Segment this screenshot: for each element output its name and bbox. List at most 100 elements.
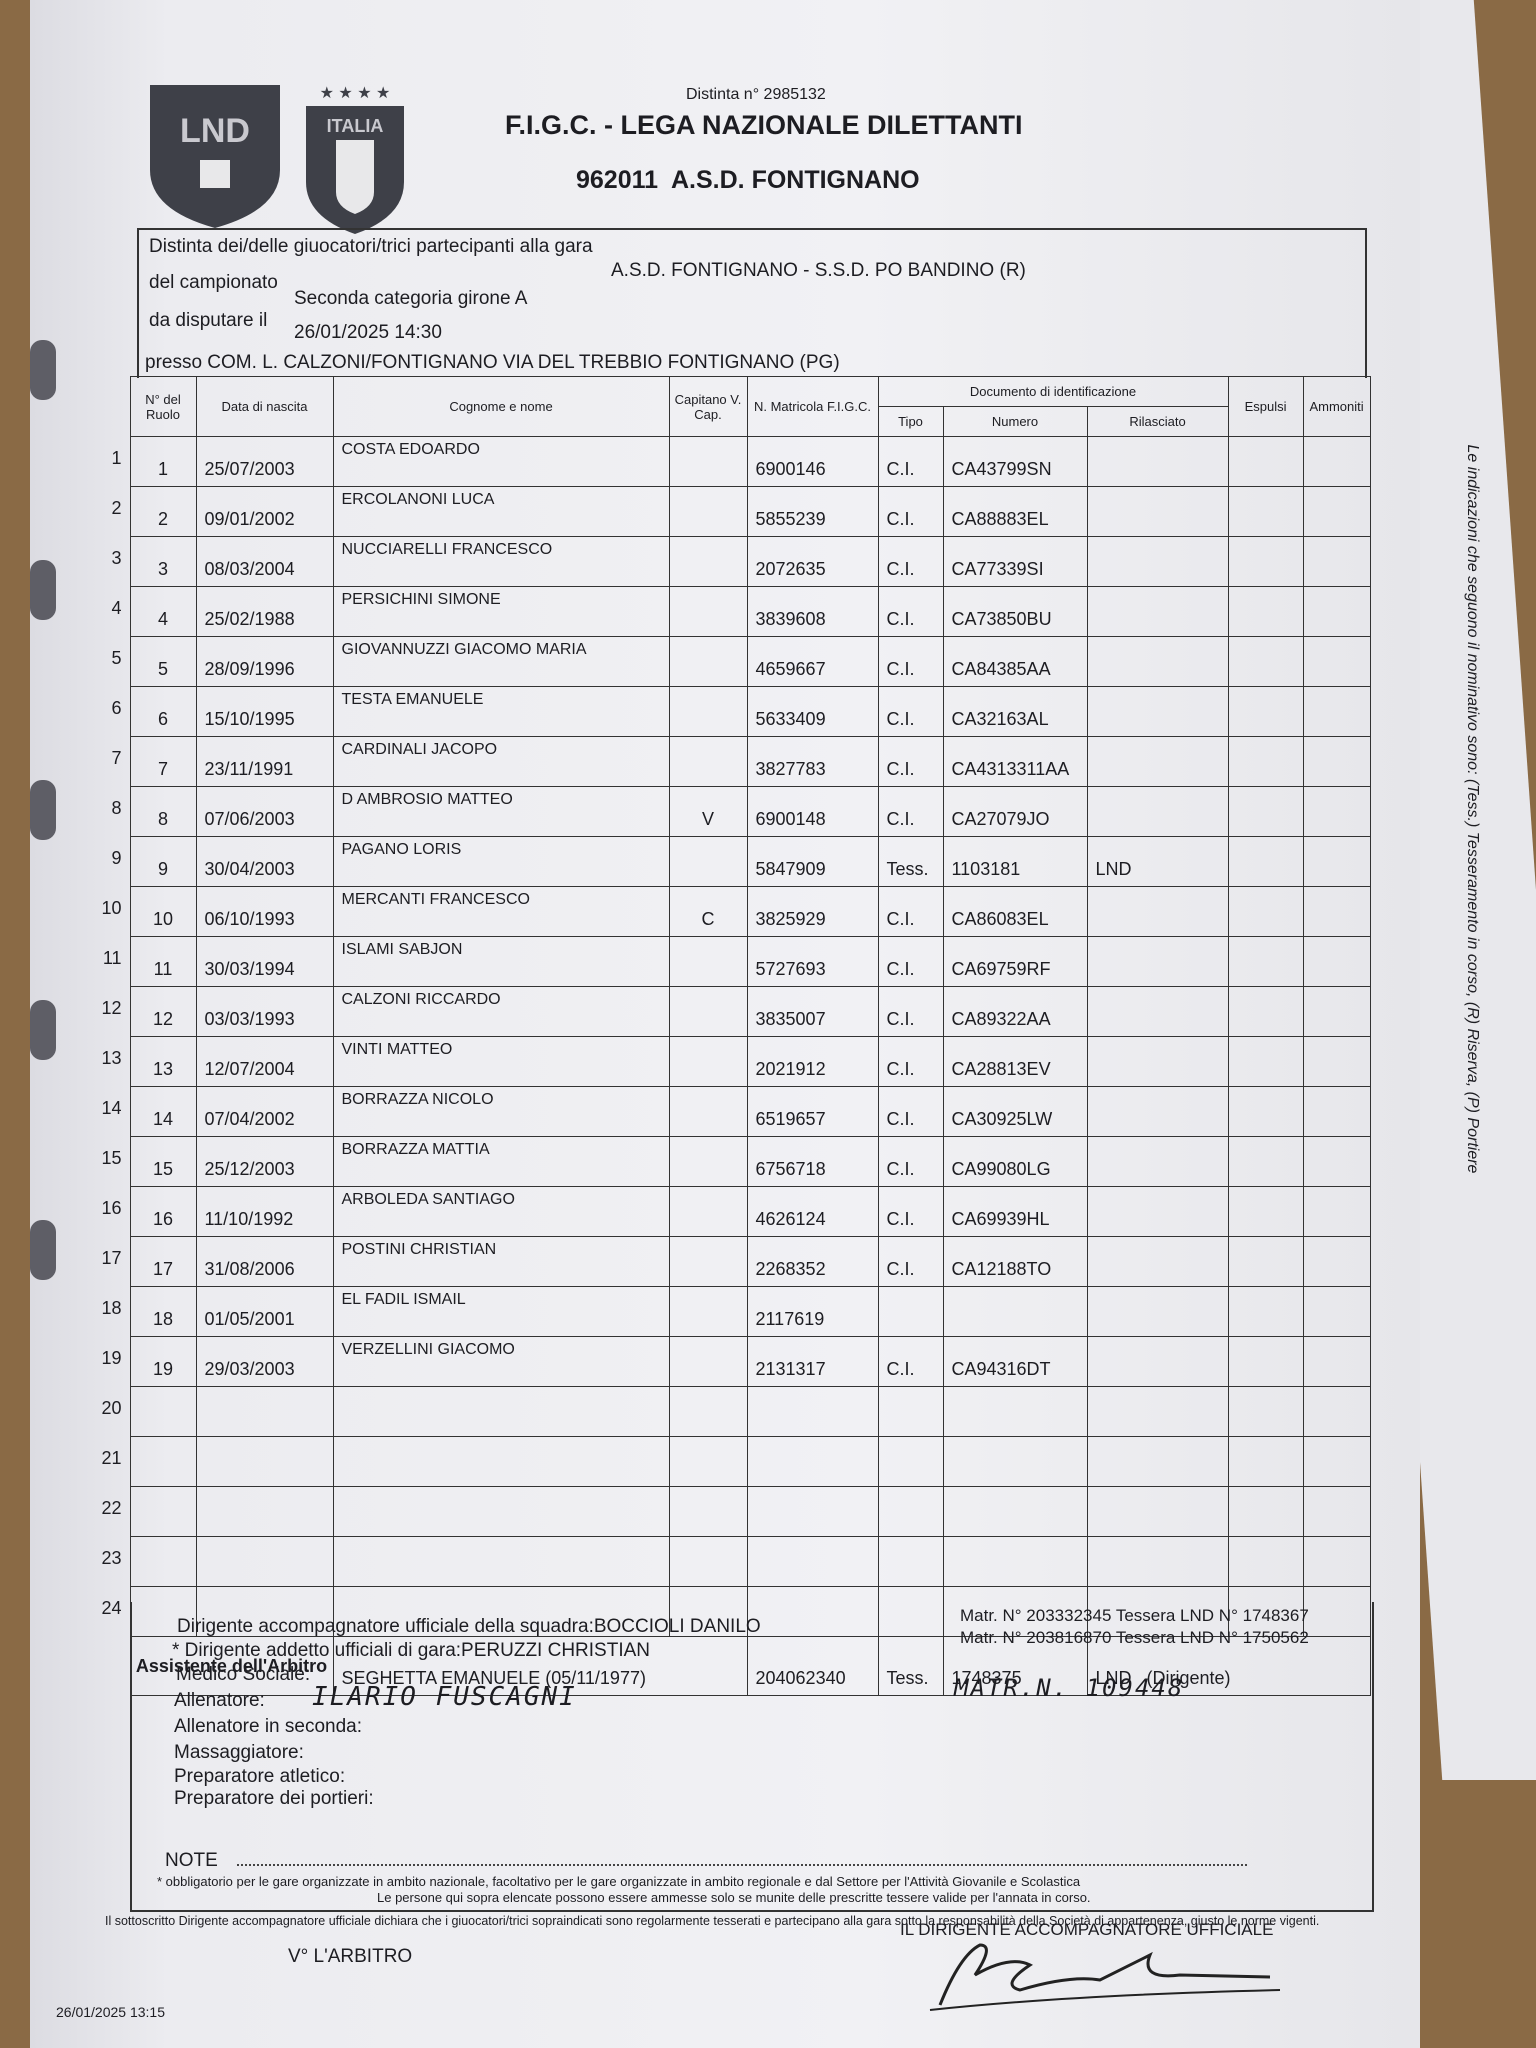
doc-number: 1103181 bbox=[942, 836, 1088, 887]
doc-number: CA32163AL bbox=[942, 686, 1088, 737]
warned-cell bbox=[1302, 536, 1371, 587]
binder-hole bbox=[30, 780, 56, 840]
player-name bbox=[332, 1436, 670, 1487]
birth-date: 07/06/2003 bbox=[195, 786, 334, 837]
birth-date: 25/07/2003 bbox=[195, 436, 334, 487]
header-documento: Documento di identificazione bbox=[877, 376, 1229, 407]
row-number: 24 bbox=[101, 1598, 122, 1618]
ruolo-cell: 8 bbox=[129, 786, 197, 837]
matricola-cell bbox=[746, 1536, 879, 1587]
doc-number bbox=[942, 1286, 1088, 1337]
matricola-cell: 5633409 bbox=[746, 686, 879, 737]
player-row: 6 6 15/10/1995 TESTA EMANUELE 5633409 C.I. CA3… bbox=[92, 686, 1371, 737]
player-name: CARDINALI JACOPO bbox=[332, 736, 670, 787]
captain-cell bbox=[668, 586, 748, 637]
player-name: BORRAZZA NICOLO bbox=[332, 1086, 670, 1137]
row-number: 5 bbox=[111, 648, 122, 668]
assistant-rilasciato: LND (Dirigente) bbox=[1086, 1636, 1371, 1696]
federation-title: F.I.G.C. - LEGA NAZIONALE DILETTANTI bbox=[505, 110, 1023, 140]
player-row: 7 7 23/11/1991 CARDINALI JACOPO 3827783 C.I. C… bbox=[92, 736, 1371, 787]
header-ammoniti: Ammoniti bbox=[1302, 376, 1371, 437]
matricola-cell: 3839608 bbox=[746, 586, 879, 637]
row-number: 13 bbox=[101, 1048, 122, 1068]
birth-date: 07/04/2002 bbox=[195, 1086, 334, 1137]
header-matricola: N. Matricola F.I.G.C. bbox=[746, 376, 879, 437]
birth-date bbox=[195, 1486, 334, 1537]
doc-type: C.I. bbox=[877, 936, 944, 987]
captain-cell bbox=[668, 636, 748, 687]
header-ruolo: N° del Ruolo bbox=[129, 376, 197, 437]
player-name: ISLAMI SABJON bbox=[332, 936, 670, 987]
birth-date: 28/09/1996 bbox=[195, 636, 334, 687]
issued-by bbox=[1086, 1186, 1229, 1237]
issued-by bbox=[1086, 1486, 1229, 1537]
player-name: ARBOLEDA SANTIAGO bbox=[332, 1186, 670, 1237]
player-row: 8 8 07/06/2003 D AMBROSIO MATTEO V 6900148 C.I… bbox=[92, 786, 1371, 837]
player-row: 2 2 09/01/2002 ERCOLANONI LUCA 5855239 C.I. CA… bbox=[92, 486, 1371, 537]
expelled-cell bbox=[1227, 636, 1304, 687]
birth-date: 15/10/1995 bbox=[195, 686, 334, 737]
dirigente-firma-label: IL DIRIGENTE ACCOMPAGNATORE UFFICIALE bbox=[900, 1920, 1274, 1939]
player-row: 18 18 01/05/2001 EL FADIL ISMAIL 2117619 bbox=[92, 1286, 1371, 1337]
row-number: 15 bbox=[101, 1148, 122, 1168]
matricola-cell: 3835007 bbox=[746, 986, 879, 1037]
captain-cell bbox=[668, 1586, 748, 1637]
captain-cell bbox=[668, 836, 748, 887]
ruolo-cell: 9 bbox=[129, 836, 197, 887]
birth-date bbox=[195, 1386, 334, 1437]
player-row: 19 19 29/03/2003 VERZELLINI GIACOMO 2131317 C… bbox=[92, 1336, 1371, 1387]
expelled-cell bbox=[1227, 486, 1304, 537]
captain-cell bbox=[668, 536, 748, 587]
captain-cell bbox=[668, 486, 748, 537]
seconda-label: Allenatore in seconda: bbox=[174, 1716, 363, 1737]
ruolo-cell: 6 bbox=[129, 686, 197, 737]
dirigente-label: Dirigente accompagnatore ufficiale della… bbox=[177, 1616, 594, 1637]
player-name: D AMBROSIO MATTEO bbox=[332, 786, 670, 837]
row-number: 7 bbox=[111, 748, 122, 768]
expelled-cell bbox=[1227, 1486, 1304, 1537]
matricola-cell bbox=[746, 1486, 879, 1537]
row-number: 2 bbox=[111, 498, 122, 518]
ruolo-cell: 1 bbox=[129, 436, 197, 487]
ruolo-cell bbox=[129, 1386, 197, 1437]
expelled-cell bbox=[1227, 1136, 1304, 1187]
player-name: GIOVANNUZZI GIACOMO MARIA bbox=[332, 636, 670, 687]
matricola-cell bbox=[746, 1386, 879, 1437]
player-row: 5 5 28/09/1996 GIOVANNUZZI GIACOMO MARIA 465… bbox=[92, 636, 1371, 687]
captain-cell bbox=[668, 1336, 748, 1387]
obbligatorio-note: * obbligatorio per le gare organizzate i… bbox=[157, 1874, 1081, 1889]
doc-type bbox=[877, 1386, 944, 1437]
matricola-cell: 2021912 bbox=[746, 1036, 879, 1087]
row-number: 10 bbox=[101, 898, 122, 918]
doc-number: CA28813EV bbox=[942, 1036, 1088, 1087]
player-name: VINTI MATTEO bbox=[332, 1036, 670, 1087]
captain-cell bbox=[668, 1086, 748, 1137]
player-row: 15 15 25/12/2003 BORRAZZA MATTIA 6756718 C.I.… bbox=[92, 1136, 1371, 1187]
warned-cell bbox=[1302, 1486, 1371, 1537]
player-name: PERSICHINI SIMONE bbox=[332, 586, 670, 637]
header-rilasciato: Rilasciato bbox=[1086, 406, 1229, 437]
staff-box: Dirigente accompagnatore ufficiale della… bbox=[130, 1602, 1374, 1912]
expelled-cell bbox=[1227, 1036, 1304, 1087]
ruolo-cell bbox=[129, 1436, 197, 1487]
warned-cell bbox=[1302, 786, 1371, 837]
captain-cell bbox=[668, 436, 748, 487]
expelled-cell bbox=[1227, 1336, 1304, 1387]
player-row: 21 bbox=[92, 1436, 1371, 1487]
ruolo-cell: 11 bbox=[129, 936, 197, 987]
doc-type: C.I. bbox=[877, 436, 944, 487]
issued-by bbox=[1086, 686, 1229, 737]
note-dotted-line bbox=[237, 1864, 1247, 1866]
doc-number: CA43799SN bbox=[942, 436, 1088, 487]
lnd-shield bbox=[150, 85, 280, 228]
issued-by bbox=[1086, 1136, 1229, 1187]
match: A.S.D. FONTIGNANO - S.S.D. PO BANDINO (R… bbox=[611, 260, 1026, 281]
player-row: 24 bbox=[92, 1586, 1371, 1637]
expelled-cell bbox=[1227, 736, 1304, 787]
header-espulsi: Espulsi bbox=[1227, 376, 1304, 437]
italia-text: ITALIA bbox=[327, 116, 384, 136]
distinta-number: Distinta n° 2985132 bbox=[686, 86, 826, 103]
ruolo-cell: 15 bbox=[129, 1136, 197, 1187]
player-row: 20 bbox=[92, 1386, 1371, 1437]
doc-number: CA88883EL bbox=[942, 486, 1088, 537]
